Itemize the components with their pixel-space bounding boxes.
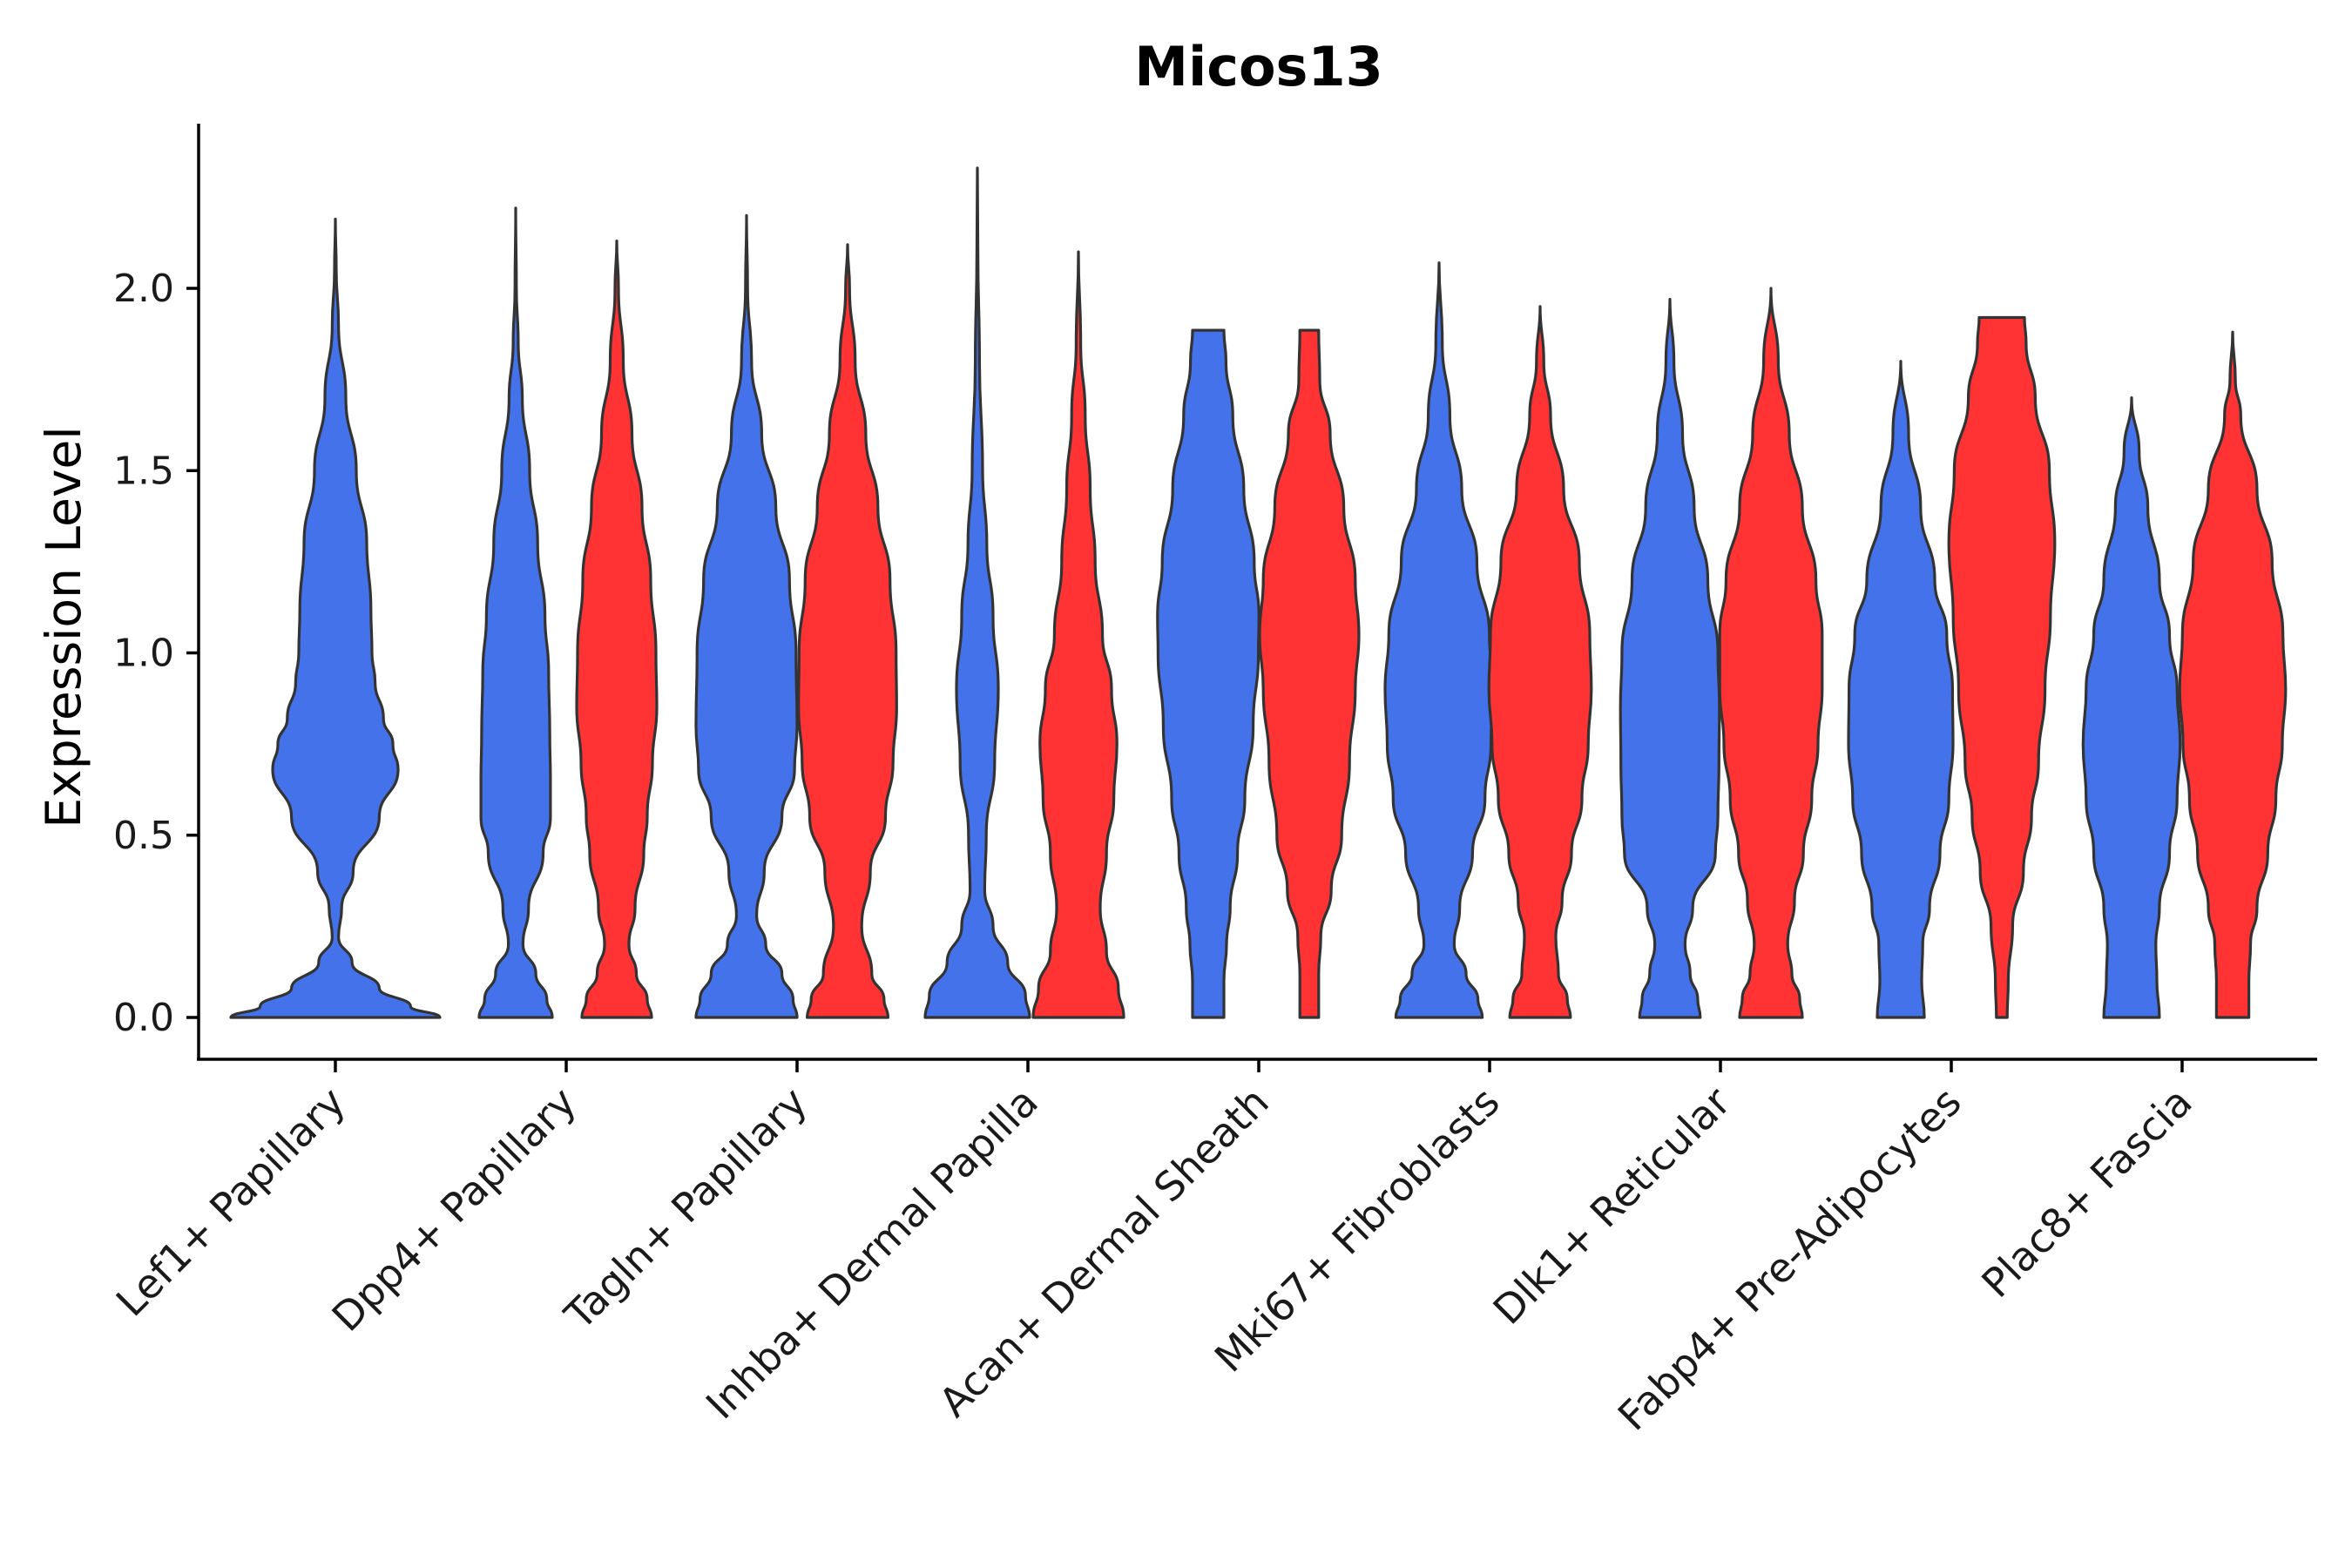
y-tick-label: 1.5 [113,449,174,493]
chart-title: Micos13 [1134,35,1382,98]
violin-group_b-fabp4-pre-adipocytes [1947,315,2057,1019]
violin-group_b-acan-dermal-sheath [1258,328,1361,1019]
x-tick-label: Plac8+ Fascia [1972,1078,2200,1307]
x-tick-label: Lef1+ Papillary [107,1078,355,1326]
violin-group_a-acan-dermal-sheath [1156,328,1260,1019]
violin-group_b-dlk1-reticular [1718,287,1824,1019]
violin-group_a-inhba-dermal-papilla [923,166,1031,1019]
violin-group_a-plac8-fascia [2081,395,2182,1019]
violin-group_a-dpp4-papillary [477,206,554,1019]
violin-group_a-lef1-papillary [229,217,442,1019]
y-tick-label: 0.5 [113,814,174,858]
violin-group_a-tagln-papillary [694,213,799,1019]
y-axis-ticks: 0.0 0.5 1.0 1.5 2.0 [113,267,199,1040]
violin-group_a-dlk1-reticular [1619,297,1721,1019]
violin-group_b-inhba-dermal-papilla [1031,250,1125,1019]
x-tick-label: Dlk1+ Reticular [1484,1078,1740,1334]
y-tick-label: 0.0 [113,996,174,1040]
violin-group_a-fabp4-pre-adipocytes [1847,360,1955,1019]
plot-area [229,166,2288,1019]
violin-group_b-mki67-fibroblasts [1487,305,1593,1019]
violin-group_b-plac8-fascia [2178,330,2288,1019]
violin-group_a-mki67-fibroblasts [1383,261,1495,1019]
x-tick-label: Dpp4+ Papillary [323,1078,585,1341]
y-tick-label: 2.0 [113,267,174,311]
violin-group_b-dpp4-papillary [575,240,659,1019]
x-tick-label: Tagln+ Papillary [555,1078,816,1340]
y-axis-label: Expression Level [36,426,91,828]
violin-group_b-tagln-papillary [797,243,898,1019]
y-tick-label: 1.0 [113,632,174,676]
